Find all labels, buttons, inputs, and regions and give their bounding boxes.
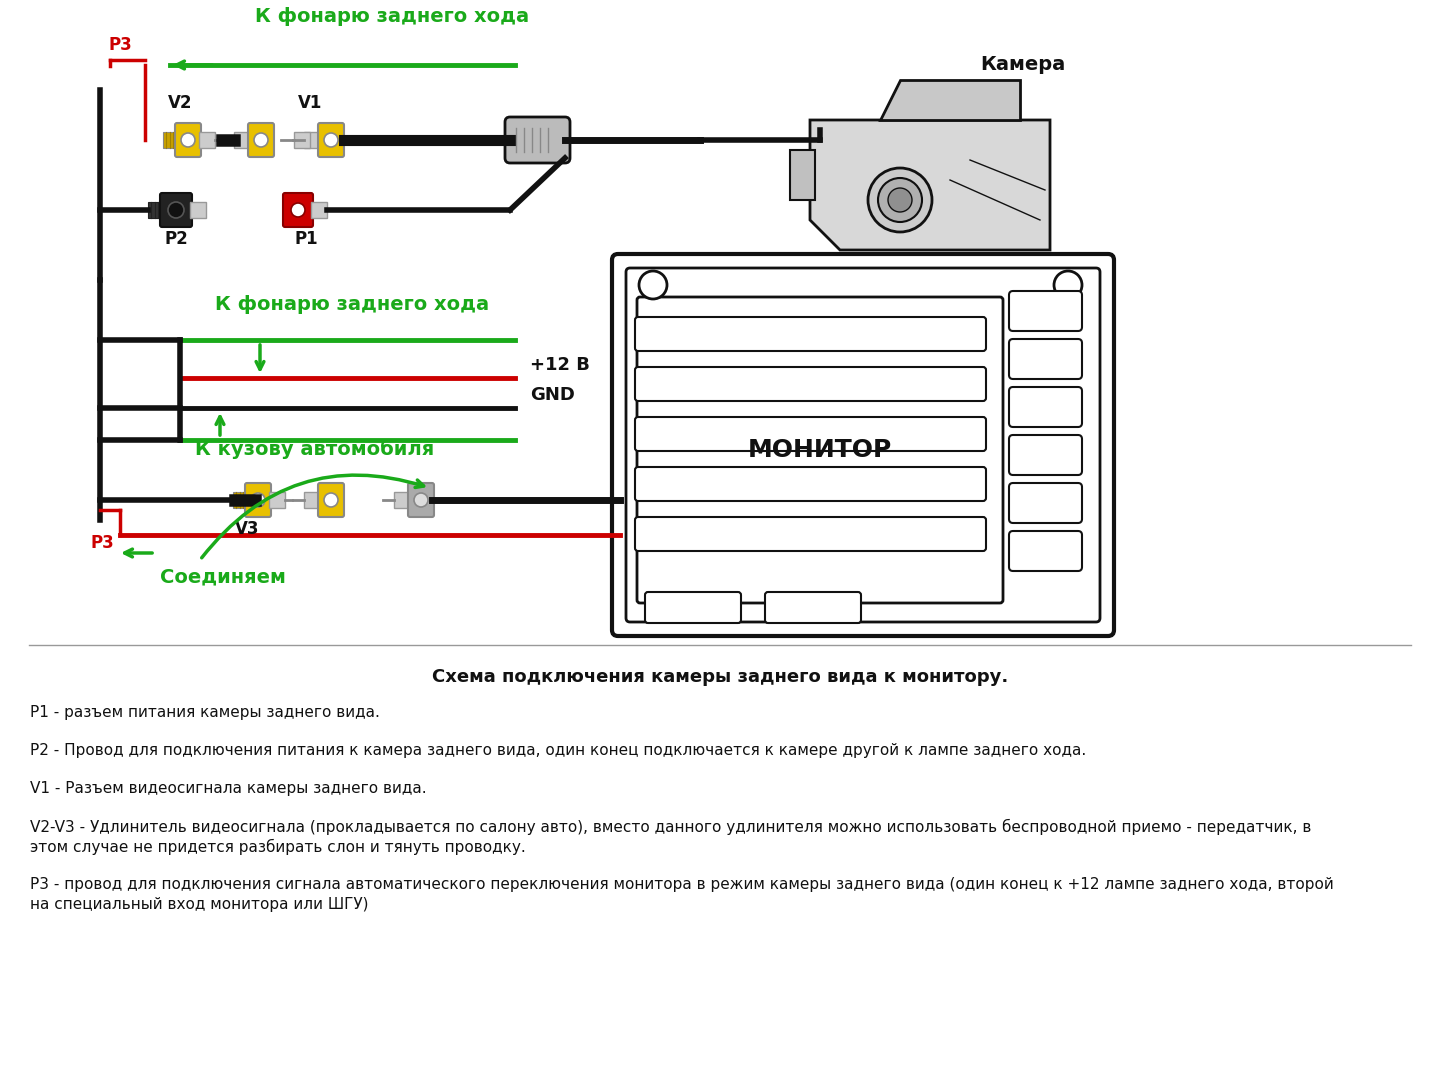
FancyBboxPatch shape: [505, 117, 570, 163]
Text: Камера: Камера: [981, 55, 1066, 74]
FancyBboxPatch shape: [1009, 531, 1081, 571]
Bar: [791, 150, 815, 200]
Circle shape: [415, 493, 428, 507]
Circle shape: [324, 493, 338, 507]
FancyBboxPatch shape: [635, 517, 986, 551]
Text: P1: P1: [295, 230, 318, 248]
Text: GND: GND: [530, 386, 575, 404]
FancyBboxPatch shape: [626, 268, 1100, 622]
Text: P3: P3: [89, 534, 114, 552]
Text: К кузову автомобиля: К кузову автомобиля: [194, 440, 435, 459]
Circle shape: [324, 133, 338, 147]
Text: МОНИТОР: МОНИТОР: [747, 438, 893, 462]
Text: V2-V3 - Удлинитель видеосигнала (прокладывается по салону авто), вместо данного : V2-V3 - Удлинитель видеосигнала (проклад…: [30, 819, 1312, 835]
FancyBboxPatch shape: [248, 123, 274, 157]
FancyBboxPatch shape: [636, 297, 1004, 602]
FancyBboxPatch shape: [1009, 483, 1081, 523]
Circle shape: [251, 493, 265, 507]
Circle shape: [868, 168, 932, 232]
Circle shape: [253, 133, 268, 147]
FancyBboxPatch shape: [160, 193, 192, 227]
FancyBboxPatch shape: [635, 467, 986, 501]
Text: P2 - Провод для подключения питания к камера заднего вида, один конец подключает: P2 - Провод для подключения питания к ка…: [30, 743, 1086, 758]
FancyBboxPatch shape: [1009, 387, 1081, 427]
Bar: [148, 202, 161, 218]
Polygon shape: [809, 120, 1050, 250]
Text: P3: P3: [108, 36, 131, 54]
Circle shape: [291, 203, 305, 217]
Text: этом случае не придется разбирать слон и тянуть проводку.: этом случае не придется разбирать слон и…: [30, 839, 526, 855]
Circle shape: [1054, 271, 1081, 299]
Text: V1 - Разъем видеосигнала камеры заднего вида.: V1 - Разъем видеосигнала камеры заднего …: [30, 781, 426, 796]
Text: Схема подключения камеры заднего вида к монитору.: Схема подключения камеры заднего вида к …: [432, 668, 1008, 686]
Text: V1: V1: [298, 94, 323, 111]
Bar: [233, 492, 248, 508]
Circle shape: [878, 178, 922, 222]
FancyBboxPatch shape: [318, 483, 344, 517]
Text: К фонарю заднего хода: К фонарю заднего хода: [215, 295, 490, 314]
FancyBboxPatch shape: [1009, 435, 1081, 475]
Bar: [190, 202, 206, 218]
Circle shape: [639, 271, 667, 299]
FancyBboxPatch shape: [635, 417, 986, 451]
Text: +12 В: +12 В: [530, 356, 590, 374]
Circle shape: [181, 133, 194, 147]
Text: К фонарю заднего хода: К фонарю заднего хода: [255, 8, 528, 26]
Bar: [269, 492, 285, 508]
FancyBboxPatch shape: [765, 592, 861, 623]
FancyBboxPatch shape: [1009, 339, 1081, 379]
FancyBboxPatch shape: [635, 317, 986, 351]
FancyBboxPatch shape: [318, 123, 344, 157]
Text: Соединяем: Соединяем: [160, 567, 287, 586]
Polygon shape: [880, 80, 1020, 120]
Bar: [395, 492, 410, 508]
Text: P1 - разъем питания камеры заднего вида.: P1 - разъем питания камеры заднего вида.: [30, 705, 380, 720]
Bar: [199, 132, 215, 148]
Circle shape: [888, 188, 912, 212]
Text: Р3 - провод для подключения сигнала автоматического переключения монитора в режи: Р3 - провод для подключения сигнала авто…: [30, 877, 1333, 892]
Circle shape: [168, 202, 184, 218]
FancyBboxPatch shape: [176, 123, 202, 157]
Bar: [163, 132, 177, 148]
Bar: [304, 492, 320, 508]
FancyBboxPatch shape: [245, 483, 271, 517]
Bar: [294, 132, 310, 148]
Text: P2: P2: [166, 230, 189, 248]
FancyBboxPatch shape: [645, 592, 742, 623]
FancyBboxPatch shape: [284, 193, 312, 227]
Bar: [311, 202, 327, 218]
FancyBboxPatch shape: [408, 483, 433, 517]
Bar: [304, 132, 320, 148]
FancyBboxPatch shape: [1009, 291, 1081, 331]
FancyBboxPatch shape: [612, 254, 1115, 636]
Bar: [233, 132, 251, 148]
Text: V3: V3: [235, 520, 259, 538]
FancyBboxPatch shape: [635, 367, 986, 401]
Text: на специальный вход монитора или ШГУ): на специальный вход монитора или ШГУ): [30, 897, 369, 912]
Text: V2: V2: [168, 94, 193, 111]
